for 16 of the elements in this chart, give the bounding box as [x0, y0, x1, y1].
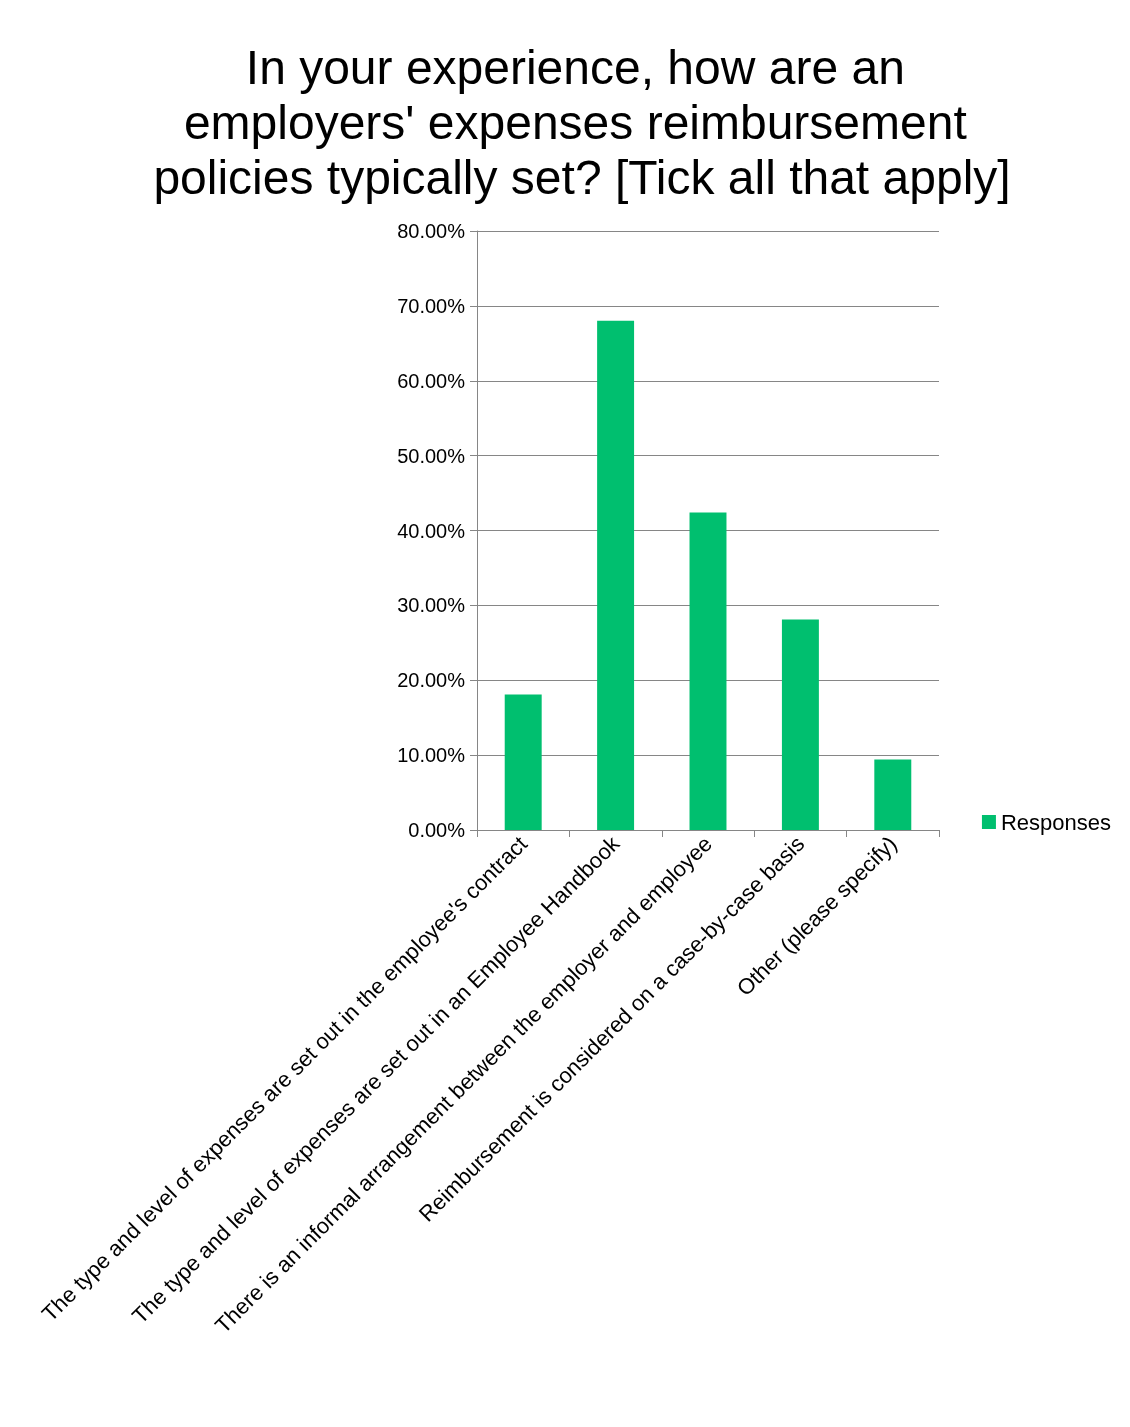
- bar: [874, 759, 912, 830]
- y-tick-label: 10.00%: [397, 744, 466, 767]
- bar: [781, 619, 819, 830]
- y-tick-label: 0.00%: [408, 819, 466, 841]
- y-tick-label: 20.00%: [397, 669, 466, 692]
- y-tick-label: 60.00%: [397, 369, 466, 392]
- bar: [689, 512, 727, 830]
- bar: [597, 320, 635, 830]
- chart-title: In your experience, how are an employers' expenses reimbursement policies typically set? [Tick all that apply]: [153, 41, 1011, 204]
- y-tick-label: 30.00%: [397, 594, 466, 617]
- y-tick-label: 50.00%: [397, 444, 466, 467]
- y-tick-label: 80.00%: [397, 220, 466, 242]
- y-tick-label: 40.00%: [397, 519, 466, 542]
- legend-label: Responses: [1000, 809, 1112, 835]
- bar: [504, 694, 542, 830]
- y-tick-label: 70.00%: [397, 294, 466, 317]
